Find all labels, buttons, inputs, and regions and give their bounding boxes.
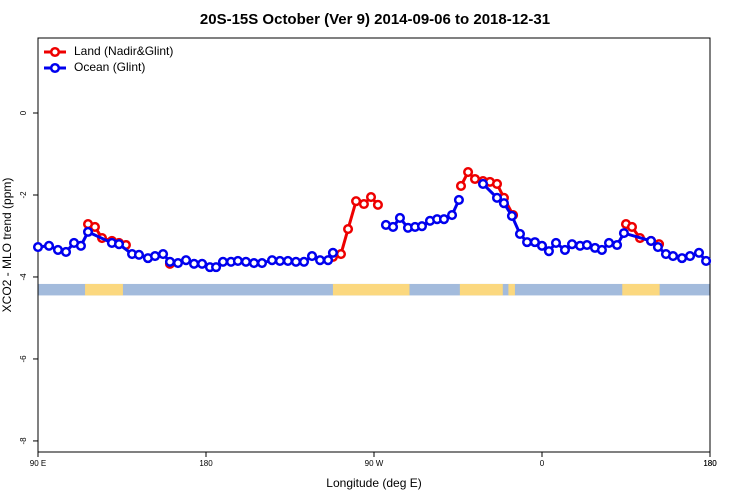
y-tick-label: -8 [19,437,28,445]
point [267,255,278,266]
point [158,248,169,260]
point [652,241,663,253]
point [567,239,578,250]
point [290,256,302,267]
point [327,247,338,258]
point [559,244,571,255]
point [343,223,354,235]
point [89,221,100,233]
point [618,228,629,239]
point [463,166,474,178]
point [701,255,712,267]
point [446,210,458,221]
land-band [85,283,123,296]
point [372,199,383,210]
point [75,240,86,251]
land-band [332,283,410,296]
point [197,258,208,269]
point [603,237,615,249]
x-tick-label: 0 [540,459,545,468]
point [506,210,517,221]
point [491,192,503,203]
y-axis-label: XCO2 - MLO trend (ppm) [0,178,14,313]
point [581,239,593,251]
point [394,212,405,223]
point [240,256,251,267]
point [543,246,554,257]
point [180,255,192,266]
x-tick-label: 90 E [30,459,46,468]
point [469,173,481,185]
point [596,244,607,255]
point [365,191,377,203]
point [667,251,679,262]
x-tick-label: 180 [703,459,717,468]
point [645,235,657,246]
point [335,248,347,260]
point [323,255,334,266]
point [315,255,326,266]
point [416,221,428,232]
point [306,251,318,262]
legend-label: Ocean (Glint) [74,60,145,74]
y-tick-label: 0 [19,110,28,115]
point [351,196,362,207]
point [626,221,638,233]
point [438,214,450,225]
point [82,226,94,237]
point [282,255,293,267]
point [60,246,72,258]
point [358,198,369,210]
point [676,253,688,264]
point [522,237,533,248]
point [684,251,696,262]
point [491,178,503,189]
y-tick-label: -2 [19,191,28,199]
land-band [508,283,515,296]
x-tick-label: 180 [703,459,717,468]
point [455,180,467,192]
point [232,255,243,267]
point [256,257,268,269]
legend-marker [49,62,61,74]
land-band [459,283,503,296]
point [211,262,222,273]
point [133,249,145,260]
point [274,255,285,267]
y-tick-label: -6 [19,355,28,363]
point [52,244,64,255]
legend-label: Land (Nadir&Glint) [74,44,173,58]
point [536,240,548,251]
point [611,239,623,251]
x-tick-label: 180 [199,459,213,468]
point [189,258,200,269]
point [298,256,310,267]
point [550,237,562,249]
point [248,257,260,269]
legend-marker [49,46,61,58]
point [514,228,526,239]
point [387,221,399,233]
point [217,256,229,267]
point [149,251,161,262]
point [172,257,184,269]
point [477,178,489,189]
x-tick-label: 90 W [365,459,384,468]
point [498,198,509,209]
point [113,239,125,250]
x-axis-label: Longitude (deg E) [326,476,421,490]
point [32,241,44,253]
point [453,194,464,205]
point [693,247,705,258]
point [43,240,55,251]
land-band [622,283,660,296]
point [164,256,176,267]
y-tick-label: -4 [19,273,28,281]
chart-title: 20S-15S October (Ver 9) 2014-09-06 to 20… [200,11,550,28]
